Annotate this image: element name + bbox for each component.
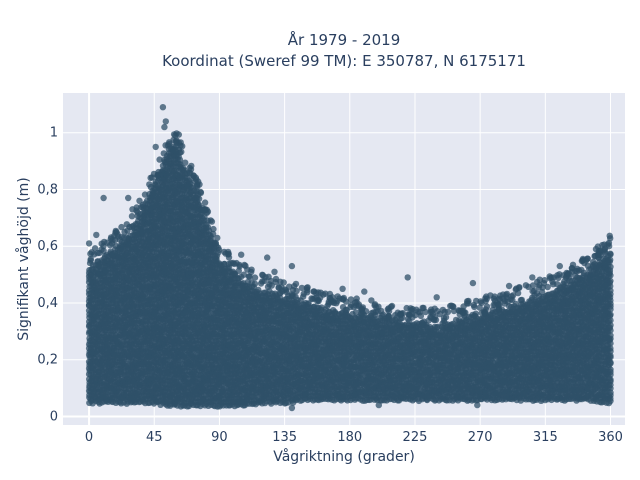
data-point bbox=[204, 224, 212, 231]
data-points bbox=[85, 104, 614, 412]
